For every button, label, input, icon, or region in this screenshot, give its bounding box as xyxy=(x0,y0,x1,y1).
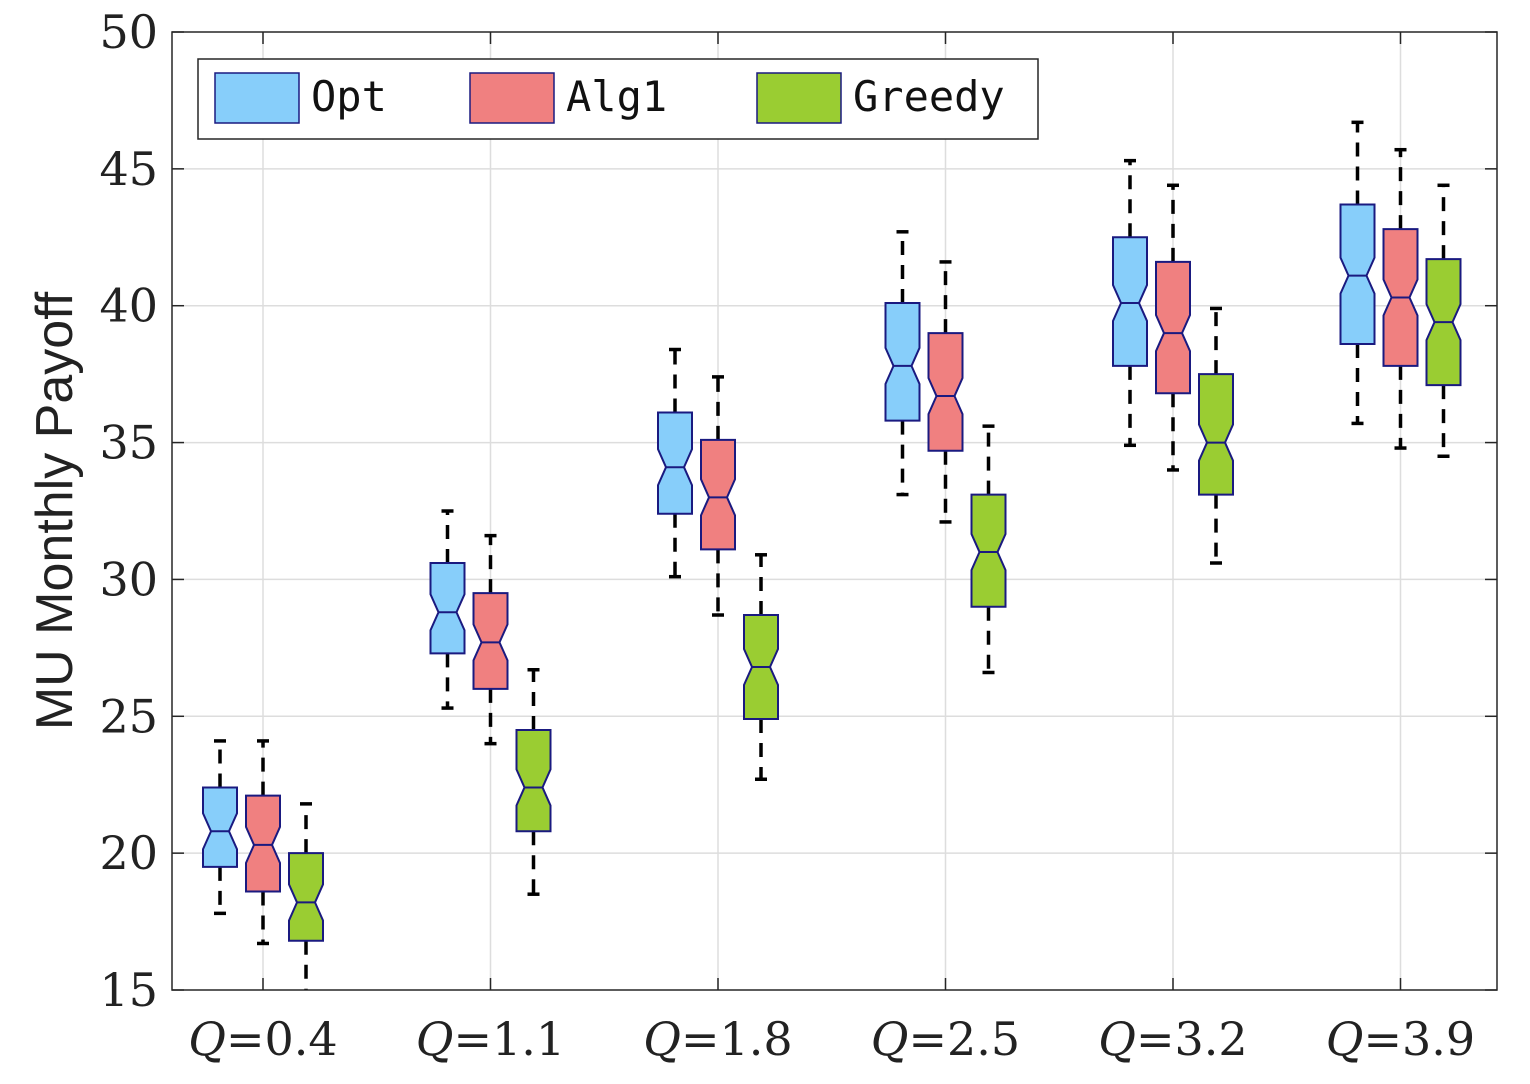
x-tick-value: =1.1 xyxy=(454,1012,566,1066)
y-tick-label: 45 xyxy=(99,142,158,196)
x-tick-variable: Q xyxy=(643,1012,681,1066)
plot-frame xyxy=(171,31,1498,991)
x-tick-value: =2.5 xyxy=(909,1012,1021,1066)
box-body xyxy=(1198,373,1234,496)
x-tick-variable: Q xyxy=(871,1012,909,1066)
axis-ticks xyxy=(172,31,1497,991)
x-tick-label: Q=3.2 xyxy=(1098,1012,1247,1066)
legend-label-opt: Opt xyxy=(311,72,387,121)
x-tick-label: Q=3.9 xyxy=(1326,1012,1475,1066)
box-alg1 xyxy=(472,533,509,746)
box-body xyxy=(1339,203,1376,346)
y-tick-label: 35 xyxy=(99,416,158,470)
box-opt xyxy=(429,509,466,710)
box-alg1 xyxy=(927,260,964,524)
x-tick-label: Q=2.5 xyxy=(871,1012,1020,1066)
box-body xyxy=(515,728,552,833)
y-tick-label: 25 xyxy=(99,689,158,743)
box-opt xyxy=(1339,120,1376,426)
box-body xyxy=(657,411,693,515)
box-body xyxy=(202,786,238,868)
x-tick-label: Q=0.4 xyxy=(188,1012,337,1066)
x-tick-variable: Q xyxy=(1326,1012,1364,1066)
box-body xyxy=(1112,236,1148,367)
box-body xyxy=(288,852,324,942)
box-body xyxy=(970,493,1007,608)
box-alg1 xyxy=(245,739,281,946)
box-body xyxy=(1155,260,1191,395)
x-tick-value: =0.4 xyxy=(226,1012,338,1066)
x-tick-label: Q=1.1 xyxy=(416,1012,565,1066)
box-body xyxy=(884,301,921,422)
box-body xyxy=(700,438,736,551)
box-greedy xyxy=(288,802,324,990)
box-greedy xyxy=(1198,306,1234,565)
box-series xyxy=(202,120,1462,990)
box-alg1 xyxy=(1382,147,1419,450)
x-tick-value: =3.9 xyxy=(1364,1012,1476,1066)
box-opt xyxy=(884,230,921,497)
box-opt xyxy=(657,347,693,579)
y-axis-label: MU Monthly Payoff xyxy=(26,291,84,730)
legend-box xyxy=(197,58,1039,140)
y-tick-label: 20 xyxy=(99,826,158,880)
x-tick-variable: Q xyxy=(416,1012,454,1066)
y-tick-labels: 15 20 25 30 35 40 45 50 xyxy=(99,5,158,1017)
box-body xyxy=(472,592,509,690)
legend-swatch-alg1 xyxy=(469,72,555,124)
x-tick-variable: Q xyxy=(1098,1012,1136,1066)
box-greedy xyxy=(515,668,552,896)
box-greedy xyxy=(743,553,779,781)
box-body xyxy=(429,562,466,655)
box-opt xyxy=(1112,158,1148,448)
box-alg1 xyxy=(1155,183,1191,472)
legend-label-greedy: Greedy xyxy=(853,72,1005,121)
x-tick-label: Q=1.8 xyxy=(643,1012,792,1066)
box-greedy xyxy=(1425,183,1462,459)
y-tick-label: 30 xyxy=(99,552,158,606)
x-tick-labels: Q=0.4 Q=1.1 Q=1.8 Q=2.5 Q=3.2 Q=3.9 xyxy=(188,1012,1475,1066)
legend: Opt Alg1 Greedy xyxy=(197,58,1039,140)
x-tick-value: =1.8 xyxy=(681,1012,793,1066)
y-tick-label: 50 xyxy=(99,5,158,59)
plot-area xyxy=(172,32,1497,990)
legend-swatch-opt xyxy=(214,72,300,124)
y-tick-label: 15 xyxy=(99,963,158,1017)
x-tick-value: =3.2 xyxy=(1136,1012,1248,1066)
box-opt xyxy=(202,739,238,916)
legend-swatch-greedy xyxy=(756,72,842,124)
box-greedy xyxy=(970,424,1007,675)
box-body xyxy=(927,332,964,452)
box-body xyxy=(245,794,281,893)
box-alg1 xyxy=(700,375,736,617)
legend-label-alg1: Alg1 xyxy=(566,72,667,121)
y-tick-label: 40 xyxy=(99,279,158,333)
x-tick-variable: Q xyxy=(188,1012,226,1066)
